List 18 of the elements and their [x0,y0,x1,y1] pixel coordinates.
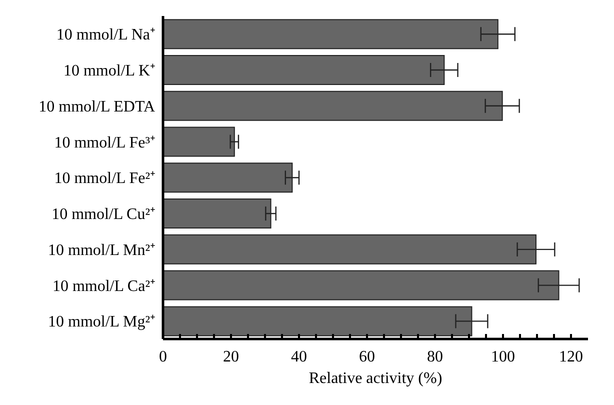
y-tick-label: 10 mmol/L Fe²⁺ [54,170,155,188]
x-tick-label: 120 [559,348,583,366]
y-tick-label: 10 mmol/L Cu²⁺ [52,206,155,224]
y-tick-label: 10 mmol/L Ca²⁺ [52,278,155,295]
y-tick-label: 10 mmol/L Mn²⁺ [48,242,155,259]
bar [163,126,235,157]
x-tick-label: 100 [491,348,515,366]
x-tick-label: 20 [223,348,239,366]
y-tick-label: 10 mmol/L Na⁺ [56,26,155,44]
x-tick-label: 80 [427,348,443,366]
y-tick-label: 10 mmol/L K⁺ [63,62,155,80]
y-tick-label: 10 mmol/L Mg²⁺ [48,314,155,331]
x-axis-title: Relative activity (%) [308,370,442,387]
y-tick-label: 10 mmol/L EDTA [38,98,156,116]
y-tick-label: 10 mmol/L Fe³⁺ [54,134,155,152]
x-tick-label: 60 [359,348,375,366]
x-tick-label: 40 [291,348,307,366]
x-tick-label: 0 [159,348,167,366]
